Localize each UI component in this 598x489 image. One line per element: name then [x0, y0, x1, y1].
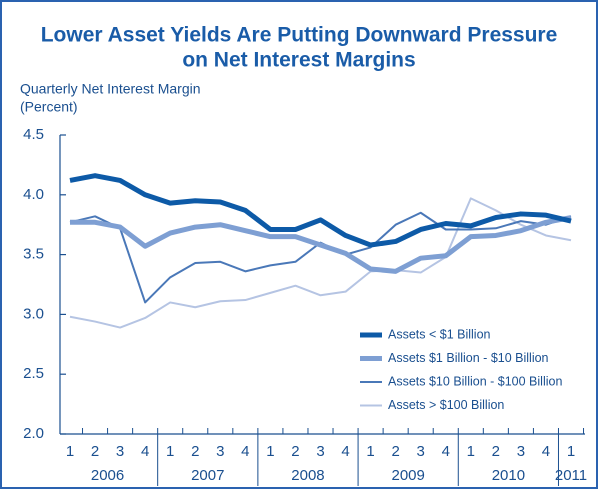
x-tick-label: 3: [216, 443, 224, 460]
year-label: 2009: [391, 467, 424, 484]
x-tick-label: 2: [492, 443, 500, 460]
chart-title: on Net Interest Margins: [182, 49, 415, 72]
y-axis-label: (Percent): [20, 99, 78, 115]
x-tick-label: 1: [366, 443, 374, 460]
x-tick-label: 1: [266, 443, 274, 460]
series-line: [69, 197, 572, 329]
x-tick-label: 3: [417, 443, 425, 460]
y-axis-label: Quarterly Net Interest Margin: [20, 81, 201, 97]
x-tick-label: 1: [467, 443, 475, 460]
x-tick-label: 1: [166, 443, 174, 460]
x-tick-label: 1: [567, 443, 575, 460]
x-tick-label: 4: [542, 443, 550, 460]
x-tick-label: 3: [316, 443, 324, 460]
year-label: 2010: [492, 467, 525, 484]
x-tick-label: 2: [191, 443, 199, 460]
y-tick-label: 3.5: [23, 246, 44, 263]
y-tick-label: 2.5: [23, 365, 44, 382]
series-line: [69, 173, 572, 248]
x-tick-label: 3: [517, 443, 525, 460]
series-line: [70, 215, 572, 274]
legend-label: Assets > $100 Billion: [388, 398, 504, 412]
legend-label: Assets < $1 Billion: [388, 327, 491, 341]
legend-label: Assets $1 Billion - $10 Billion: [388, 351, 549, 365]
x-tick-label: 2: [391, 443, 399, 460]
x-tick-label: 4: [442, 443, 450, 460]
year-label: 2007: [191, 467, 224, 484]
y-tick-label: 2.0: [23, 425, 44, 442]
x-tick-label: 4: [241, 443, 249, 460]
chart-title: Lower Asset Yields Are Putting Downward …: [41, 24, 558, 47]
year-label: 2008: [291, 467, 324, 484]
x-tick-label: 4: [141, 443, 149, 460]
x-tick-label: 2: [91, 443, 99, 460]
year-label: 2011: [555, 467, 587, 484]
x-tick-label: 4: [341, 443, 349, 460]
y-tick-label: 3.0: [23, 305, 44, 322]
x-tick-label: 3: [116, 443, 124, 460]
y-tick-label: 4.0: [23, 186, 44, 203]
x-tick-label: 1: [66, 443, 74, 460]
x-tick-label: 2: [291, 443, 299, 460]
y-tick-label: 4.5: [23, 126, 44, 143]
year-label: 2006: [91, 467, 124, 484]
legend-label: Assets $10 Billion - $100 Billion: [388, 374, 562, 388]
